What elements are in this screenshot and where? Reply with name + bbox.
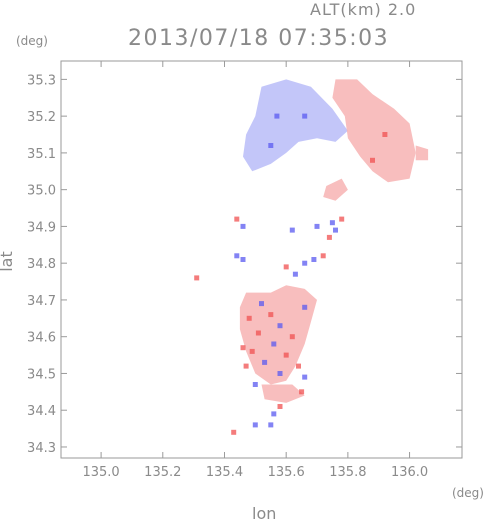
y-tick-label: 34.9 — [27, 220, 56, 235]
echo-point — [262, 359, 268, 365]
echo-point — [370, 157, 375, 163]
y-tick-label: 34.6 — [27, 331, 56, 346]
plot-frame — [60, 60, 463, 459]
echo-point — [277, 323, 283, 329]
echo-point — [289, 334, 295, 340]
y-axis-unit: (deg) — [16, 34, 48, 48]
echo-point — [249, 348, 255, 354]
echo-point — [271, 341, 277, 347]
y-tick-label: 34.4 — [27, 404, 56, 419]
echo-point — [311, 257, 317, 262]
y-tick-label: 35.3 — [27, 73, 56, 88]
echo-point — [274, 113, 280, 119]
x-tick-label: 135.0 — [82, 465, 119, 480]
x-axis-ticks: 135.0 135.2 135.4 135.6 135.8 136.0 — [82, 61, 428, 480]
y-tick-label: 35.2 — [27, 110, 56, 125]
echo-point — [194, 275, 200, 281]
echo-point — [268, 422, 274, 428]
echo-point — [292, 271, 298, 277]
x-tick-label: 135.6 — [268, 465, 305, 480]
echo-region-small-positive-blob — [323, 178, 348, 201]
echo-point — [296, 363, 301, 369]
echo-point — [320, 253, 326, 259]
echo-point — [231, 429, 237, 435]
echo-point — [299, 389, 305, 395]
echo-point — [326, 234, 332, 240]
x-tick-label: 135.8 — [329, 465, 366, 480]
echo-point — [252, 422, 258, 428]
echo-point — [277, 404, 283, 409]
echo-point — [314, 223, 320, 229]
echo-points — [194, 113, 388, 435]
echo-point — [302, 113, 308, 119]
echo-point — [289, 227, 295, 233]
echo-point — [302, 260, 308, 266]
echo-point — [302, 374, 308, 380]
echo-regions — [239, 79, 429, 403]
echo-point — [283, 352, 289, 358]
x-tick-label: 135.2 — [144, 465, 181, 480]
echo-point — [333, 227, 338, 233]
echo-point — [268, 312, 274, 318]
y-tick-label: 34.5 — [27, 367, 56, 382]
echo-point — [268, 143, 274, 148]
echo-region-north-positive-echo — [332, 79, 416, 183]
echo-region-south-lower-echo — [261, 384, 305, 403]
y-tick-label: 34.3 — [27, 441, 56, 456]
echo-point — [329, 220, 335, 226]
echo-point — [259, 301, 264, 307]
echo-point — [240, 223, 246, 229]
x-axis-title: lon — [252, 504, 277, 523]
timestamp-title: 2013/07/18 07:35:03 — [128, 26, 390, 51]
echo-point — [240, 257, 246, 262]
echo-point — [246, 315, 252, 321]
y-axis-ticks: 34.3 34.4 34.5 34.6 34.7 34.8 34.9 35.0 35.1 35.2… — [27, 73, 462, 456]
y-tick-label: 34.8 — [27, 257, 56, 272]
echo-point — [271, 411, 277, 417]
echo-point — [243, 363, 249, 369]
echo-point — [240, 345, 246, 351]
echo-point — [382, 132, 388, 137]
echo-region-north-negative-echo — [243, 79, 348, 172]
echo-point — [234, 216, 240, 222]
echo-point — [339, 216, 345, 222]
echo-point — [255, 330, 261, 336]
altitude-label: ALT(km) 2.0 — [310, 0, 417, 19]
y-tick-label: 34.7 — [27, 294, 56, 309]
echo-point — [283, 264, 289, 270]
echo-point — [302, 304, 308, 310]
echo-region-south-mixed-echo — [239, 285, 317, 385]
echo-region-east-positive-tail — [415, 145, 429, 161]
echo-point — [252, 382, 258, 387]
echo-point — [234, 253, 240, 259]
x-axis-unit: (deg) — [452, 486, 484, 500]
y-tick-label: 35.1 — [27, 147, 56, 162]
x-tick-label: 135.4 — [206, 465, 243, 480]
echo-point — [277, 371, 283, 376]
y-tick-label: 35.0 — [27, 184, 56, 199]
x-tick-label: 136.0 — [391, 465, 428, 480]
